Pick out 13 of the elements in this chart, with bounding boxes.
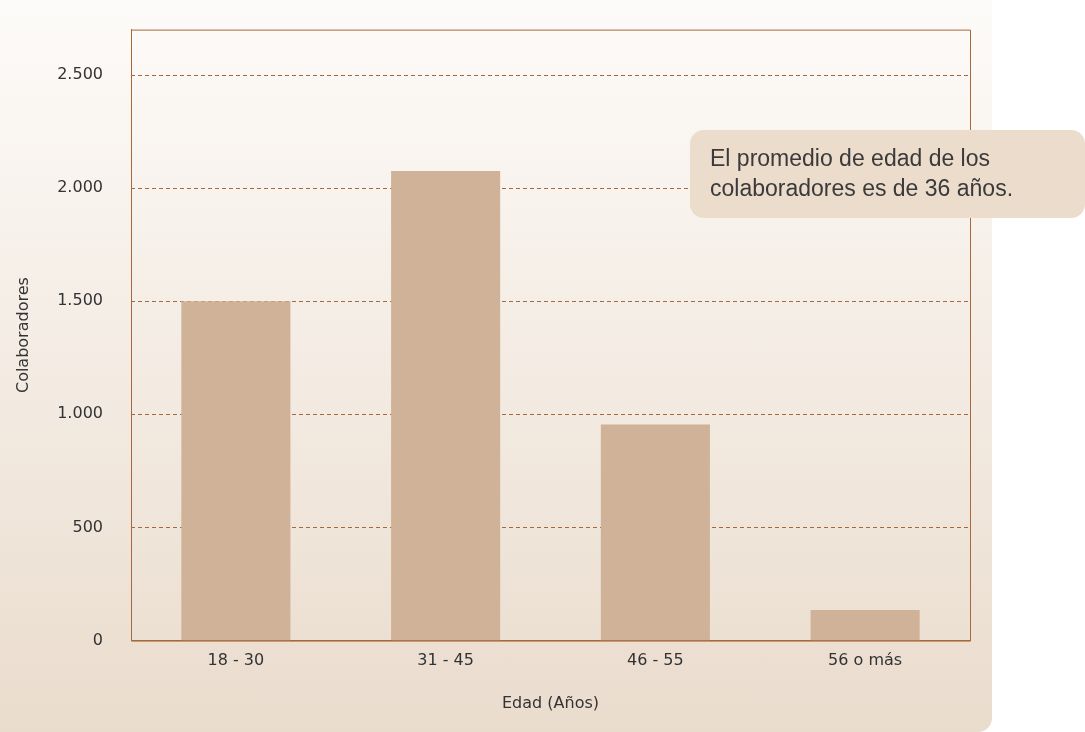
y-tick-label: 500: [72, 516, 103, 536]
y-axis-title: Colaboradores: [12, 277, 32, 394]
x-tick-label: 46 - 55: [627, 650, 684, 670]
y-tick-label: 2.500: [57, 64, 103, 84]
y-tick-label: 1.000: [57, 403, 103, 423]
y-tick-label: 0: [92, 629, 103, 649]
y-tick-label: 1.500: [57, 290, 103, 310]
x-tick-label: 56 o más: [828, 650, 903, 670]
callout-box: El promedio de edad de los colaboradores es de 36 años.: [690, 130, 1085, 218]
x-tick-label: 31 - 45: [417, 650, 474, 670]
y-tick-label: 2.000: [57, 177, 103, 197]
x-axis-title: Edad (Años): [501, 692, 600, 712]
x-tick-label: 18 - 30: [207, 650, 265, 670]
